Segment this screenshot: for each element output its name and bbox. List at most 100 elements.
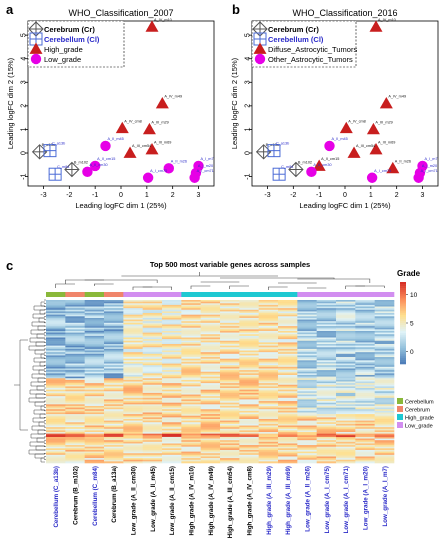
heatmap-cell xyxy=(84,433,105,436)
heatmap-cell xyxy=(336,339,356,342)
heatmap-cell xyxy=(84,322,105,325)
data-point-low xyxy=(142,172,154,183)
heatmap-cell xyxy=(200,410,221,413)
heatmap-cell xyxy=(336,440,356,443)
heatmap-cell xyxy=(297,340,317,343)
heatmap-cell xyxy=(374,348,395,351)
heatmap-cell xyxy=(278,384,298,387)
heatmap-cell xyxy=(142,433,163,436)
heatmap-cell xyxy=(142,432,163,434)
heatmap-cell xyxy=(162,340,182,343)
color-key-tick-label: 10 xyxy=(410,292,418,299)
heatmap-cell xyxy=(104,440,124,443)
heatmap-cell xyxy=(84,344,105,346)
heatmap-cell xyxy=(316,374,337,377)
heatmap-cell xyxy=(239,381,259,384)
heatmap-cell xyxy=(84,373,105,376)
data-point-cerebellum xyxy=(43,144,57,158)
heatmap-cell xyxy=(46,446,66,449)
heatmap-cell xyxy=(297,326,317,329)
heatmap-cell xyxy=(297,427,317,430)
heatmap-cell xyxy=(239,433,259,436)
heatmap-cell xyxy=(316,438,337,441)
heatmap-cell xyxy=(104,454,124,457)
heatmap-cell xyxy=(84,324,105,327)
heatmap-cell xyxy=(200,311,221,314)
heatmap-title: Top 500 most variable genes across sampl… xyxy=(150,260,310,269)
heatmap-cell xyxy=(123,399,143,402)
heatmap-cell xyxy=(374,396,395,399)
heatmap-cell xyxy=(316,414,337,417)
heatmap-cell xyxy=(278,342,298,345)
x-tick-label: -1 xyxy=(92,192,98,199)
heatmap-cell xyxy=(181,376,201,379)
heatmap-cell xyxy=(316,301,337,304)
heatmap-cell xyxy=(336,337,356,340)
heatmap-cell xyxy=(46,379,66,382)
heatmap-cell xyxy=(297,335,317,338)
heatmap-cell xyxy=(220,451,240,454)
heatmap-cell xyxy=(239,374,259,377)
heatmap-cell xyxy=(162,376,182,379)
heatmap-cell xyxy=(278,301,298,304)
heatmap-cell xyxy=(200,399,221,402)
heatmap-cell xyxy=(278,454,298,457)
heatmap-cell xyxy=(200,445,221,447)
heatmap-cell xyxy=(142,388,163,390)
heatmap-cell xyxy=(374,326,395,329)
heatmap-cell xyxy=(374,436,395,439)
heatmap-cell xyxy=(239,414,259,417)
heatmap-cell xyxy=(104,399,124,402)
heatmap-cell xyxy=(278,358,298,361)
heatmap-cell xyxy=(239,394,259,397)
heatmap-cell xyxy=(336,412,356,415)
heatmap-cell xyxy=(220,306,240,309)
heatmap-cell xyxy=(258,339,279,342)
heatmap-cell xyxy=(181,317,201,320)
heatmap-cell xyxy=(220,436,240,439)
heatmap-cell xyxy=(200,334,221,337)
heatmap-cell xyxy=(46,314,66,317)
heatmap-cell xyxy=(316,389,337,392)
heatmap-cell xyxy=(65,448,85,451)
heatmap-cell xyxy=(123,374,143,377)
heatmap-cell xyxy=(46,347,66,350)
heatmap-cell xyxy=(181,344,201,346)
color-key-segment xyxy=(400,353,406,357)
heatmap-cell xyxy=(181,414,201,417)
heatmap-cell xyxy=(162,405,182,408)
heatmap-cell xyxy=(181,329,201,332)
heatmap-cell xyxy=(162,306,182,309)
heatmap-cell xyxy=(316,415,337,418)
heatmap-cell xyxy=(84,300,105,302)
heatmap-cell xyxy=(374,458,395,461)
column-label: High_grade (A_IV_cm8) xyxy=(247,466,254,535)
heatmap-cell xyxy=(46,309,66,312)
heatmap-cell xyxy=(200,347,221,350)
heatmap-cell xyxy=(123,361,143,364)
row-dendrogram-branch xyxy=(28,449,45,455)
heatmap-cell xyxy=(142,321,163,324)
heatmap-cell xyxy=(104,384,124,387)
heatmap-cell xyxy=(200,366,221,369)
heatmap-cell xyxy=(46,368,66,371)
heatmap-cell xyxy=(104,368,124,371)
heatmap-cell xyxy=(278,451,298,454)
heatmap-cell xyxy=(181,389,201,392)
heatmap-cell xyxy=(46,423,66,426)
heatmap-cell xyxy=(258,414,279,417)
heatmap-cell xyxy=(162,402,182,405)
heatmap-cell xyxy=(336,350,356,353)
y-tick-label: -1 xyxy=(245,173,252,179)
heatmap-cell xyxy=(355,355,375,358)
heatmap-cell xyxy=(297,308,317,311)
heatmap-cell xyxy=(220,453,240,456)
heatmap-cell xyxy=(220,428,240,431)
heatmap-cell xyxy=(355,440,375,443)
heatmap-cell xyxy=(220,334,240,337)
heatmap-cell xyxy=(278,409,298,412)
heatmap-cell xyxy=(142,404,163,407)
heatmap-cell xyxy=(46,358,66,361)
heatmap-cell xyxy=(316,352,337,355)
legend-label: High_grade xyxy=(44,45,83,54)
